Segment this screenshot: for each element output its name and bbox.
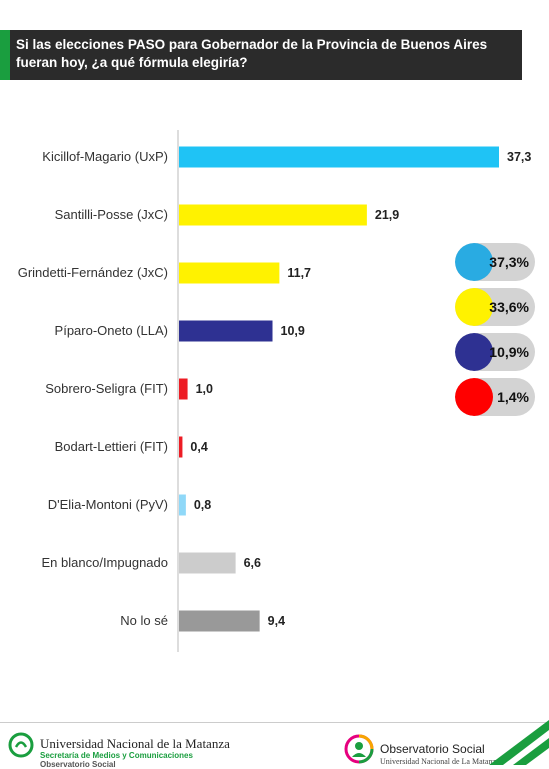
- bar: [179, 378, 188, 400]
- category-label: Grindetti-Fernández (JxC): [18, 265, 168, 280]
- observatorio-name: Observatorio Social: [380, 742, 485, 756]
- title-accent-bar: [0, 30, 10, 80]
- category-label: Sobrero-Seligra (FIT): [45, 381, 168, 396]
- bar-chart: Kicillof-Magario (UxP) 37,3 Santilli-Posse…: [18, 130, 531, 652]
- category-label: No lo sé: [120, 613, 168, 628]
- category-label: En blanco/Impugnado: [42, 555, 168, 570]
- bar-value-label: 21,9: [375, 208, 399, 222]
- category-label: Bodart-Lettieri (FIT): [55, 439, 168, 454]
- bar: [179, 494, 186, 516]
- university-name: Universidad Nacional de la Matanza: [40, 736, 230, 751]
- summary-value-lla: 10,9%: [489, 344, 529, 360]
- bar: [179, 262, 280, 284]
- bar-value-label: 11,7: [287, 266, 311, 280]
- summary-pill-jxc: 33,6%: [455, 288, 535, 326]
- bar: [179, 610, 260, 632]
- observatorio-logo-icon: [344, 734, 374, 764]
- chart-title: Si las elecciones PASO para Gobernador d…: [16, 37, 488, 70]
- category-label: Kicillof-Magario (UxP): [42, 149, 168, 164]
- bar: [179, 204, 367, 226]
- summary-dot-fit: [455, 378, 493, 416]
- university-logo-icon: [8, 732, 34, 758]
- bar-value-label: 0,4: [190, 440, 207, 454]
- summary-value-fit: 1,4%: [497, 389, 529, 405]
- summary-pill-lla: 10,9%: [455, 333, 535, 371]
- bar: [179, 146, 499, 168]
- bar: [179, 552, 236, 574]
- summary-value-uxp: 37,3%: [489, 254, 529, 270]
- bar-value-label: 6,6: [244, 556, 261, 570]
- category-label: D'Elia-Montoni (PyV): [48, 497, 168, 512]
- summary-dot-lla: [455, 333, 493, 371]
- title-banner: Si las elecciones PASO para Gobernador d…: [0, 30, 522, 80]
- bar-value-label: 1,0: [196, 382, 213, 396]
- bar-value-label: 10,9: [281, 324, 305, 338]
- summary-dot-uxp: [455, 243, 493, 281]
- category-label: Píparo-Oneto (LLA): [55, 323, 168, 338]
- footer-divider: [0, 722, 549, 723]
- summary-pill-fit: 1,4%: [455, 378, 535, 416]
- corner-stripes-decoration: [489, 720, 549, 765]
- bar-value-label: 0,8: [194, 498, 211, 512]
- summary-pill-uxp: 37,3%: [455, 243, 535, 281]
- bar-value-label: 9,4: [268, 614, 285, 628]
- bar: [179, 320, 273, 342]
- summary-value-jxc: 33,6%: [489, 299, 529, 315]
- summary-dot-jxc: [455, 288, 493, 326]
- bar-value-label: 37,3: [507, 150, 531, 164]
- observatorio-university: Universidad Nacional de La Matanza: [380, 757, 500, 766]
- university-department: Secretaría de Medios y Comunicaciones: [40, 751, 193, 760]
- bar: [179, 436, 183, 458]
- category-label: Santilli-Posse (JxC): [55, 207, 168, 222]
